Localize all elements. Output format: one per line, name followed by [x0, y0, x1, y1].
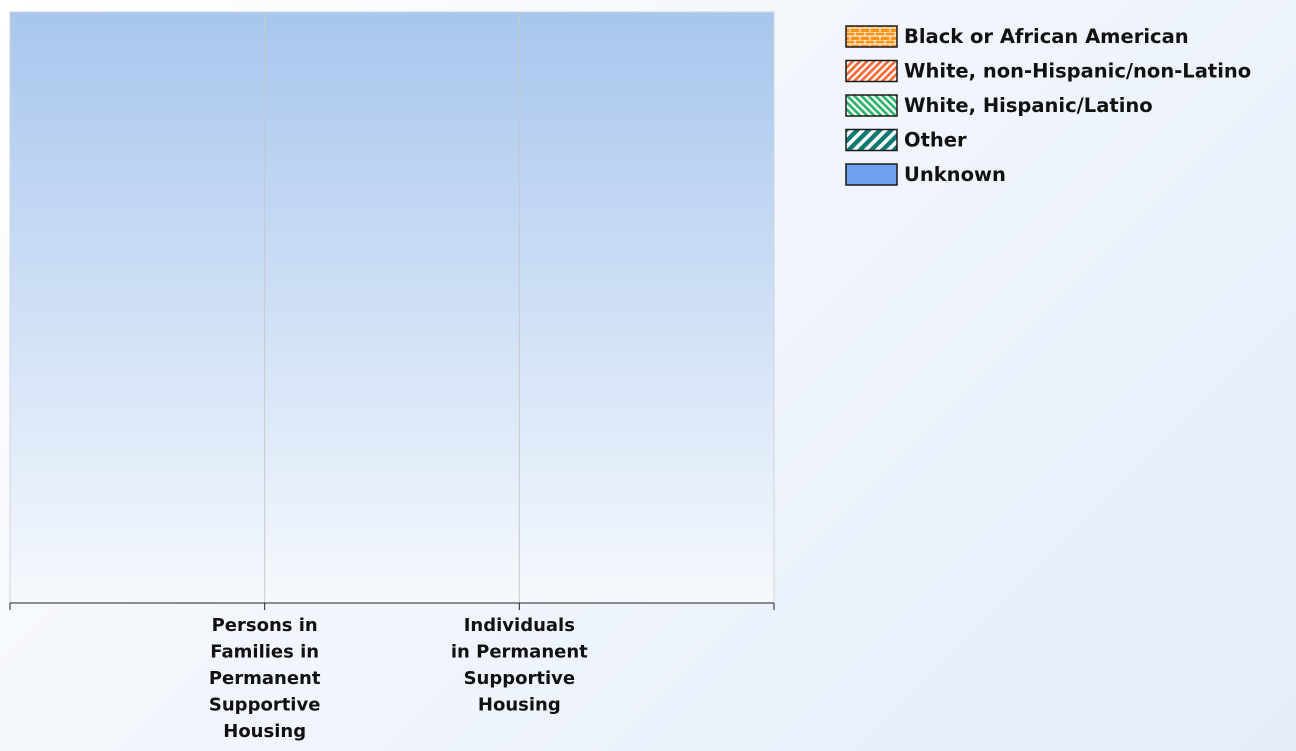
category-label: Persons in Families in Permanent Supportive… — [209, 615, 321, 742]
x-tick-labels: Persons in Families in Permanent Supportive… — [209, 615, 588, 742]
category-label-line: Families in — [210, 642, 319, 663]
legend-label: White, Hispanic/Latino — [904, 94, 1153, 117]
legend-swatch — [845, 163, 898, 186]
legend-label: Unknown — [904, 163, 1006, 186]
legend-label: Other — [904, 129, 967, 152]
category-label-line: Persons in — [212, 615, 318, 636]
category-label-line: in Permanent — [451, 642, 588, 663]
legend-swatch — [845, 128, 898, 152]
category-label-line: Housing — [478, 695, 561, 716]
category-label-line: Permanent — [209, 668, 321, 689]
legend-item: Unknown — [845, 163, 1006, 186]
category-label-line: Supportive — [209, 695, 321, 716]
category-label-line: Supportive — [464, 668, 576, 689]
plot-area — [9, 11, 775, 604]
category-label: Individuals in Permanent Supportive Housing — [451, 615, 588, 716]
x-ticks — [9, 603, 775, 610]
legend-swatch — [845, 94, 898, 117]
legend-swatch — [845, 25, 898, 48]
legend-label: White, non-Hispanic/non-Latino — [904, 60, 1251, 83]
legend-swatch — [845, 59, 898, 83]
legend-item: Black or African American — [845, 25, 1189, 48]
legend-item: White, non-Hispanic/non-Latino — [845, 59, 1251, 83]
legend-label: Black or African American — [904, 25, 1189, 48]
legend: Black or African American White, non-Hisp… — [845, 25, 1251, 186]
category-label-line: Housing — [223, 721, 306, 742]
legend-item: White, Hispanic/Latino — [845, 94, 1153, 117]
legend-item: Other — [845, 128, 967, 152]
category-label-line: Individuals — [464, 615, 575, 636]
gridlines — [264, 12, 520, 603]
